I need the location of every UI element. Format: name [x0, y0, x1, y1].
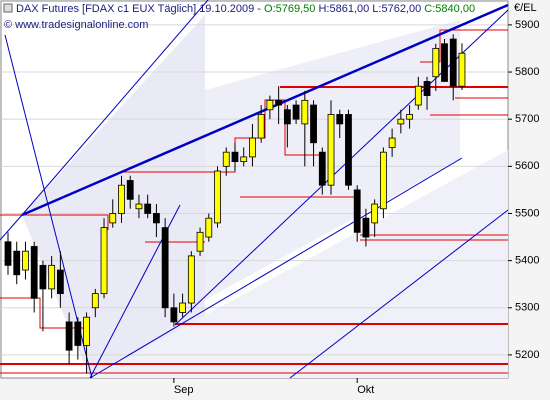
- candle-body: [65, 321, 73, 351]
- quote-open: O:5769,50: [264, 3, 315, 15]
- y-tick-label: 5500: [515, 207, 539, 219]
- candle-body: [336, 114, 344, 125]
- candle-body: [362, 217, 370, 238]
- chart-title: DAX Futures [FDAX c1 EUX Täglich] 19.10.…: [16, 3, 475, 15]
- candle-body: [161, 227, 169, 309]
- candle-body: [222, 151, 230, 167]
- quote-close: C:5840,00: [424, 3, 475, 15]
- candle-body: [406, 114, 413, 120]
- quote-low: L:5762,00: [372, 3, 421, 15]
- y-axis-label: €/EL: [514, 2, 537, 14]
- candle-body: [327, 114, 335, 186]
- candle-body: [196, 231, 204, 252]
- watermark: © www.tradesignalonline.com: [4, 19, 148, 31]
- x-tick-label: Okt: [357, 384, 374, 396]
- candle-body: [118, 184, 125, 214]
- candle-body: [231, 151, 239, 163]
- candle-body: [458, 52, 466, 87]
- candle-body: [30, 246, 38, 299]
- candle-body: [4, 241, 12, 266]
- candle-body: [240, 156, 248, 163]
- y-tick-label: 5900: [515, 19, 539, 31]
- candle-body: [135, 203, 143, 210]
- title: DAX Futures [FDAX c1 EUX Täglich] 19.10.…: [16, 3, 261, 15]
- candle-body: [153, 213, 160, 224]
- y-tick-label: 5400: [515, 255, 539, 267]
- candle-body: [397, 118, 405, 125]
- candle-body: [257, 114, 265, 139]
- header-icon: [3, 3, 13, 13]
- candle-body: [56, 269, 64, 295]
- y-tick-label: 5800: [515, 66, 539, 78]
- candle-body: [100, 227, 108, 295]
- candle-body: [318, 151, 326, 186]
- candle-body: [275, 99, 283, 106]
- header: DAX Futures [FDAX c1 EUX Täglich] 19.10.…: [3, 3, 475, 31]
- trend-lines: [0, 0, 509, 379]
- candle-body: [301, 99, 309, 125]
- candle-body: [249, 137, 256, 158]
- y-tick-label: 5600: [515, 160, 539, 172]
- candles: [4, 34, 466, 374]
- candle-body: [187, 255, 195, 304]
- candle-body: [423, 81, 431, 97]
- candle-body: [388, 137, 396, 148]
- candle-body: [48, 264, 56, 290]
- y-tick-label: 5300: [515, 302, 539, 314]
- candle-body: [109, 213, 117, 224]
- candle-body: [214, 170, 221, 224]
- candle-body: [83, 316, 90, 346]
- candle-body: [283, 109, 291, 125]
- candle-body: [292, 104, 300, 120]
- x-tick-label: Sep: [174, 384, 194, 396]
- candle-body: [310, 104, 317, 144]
- candle-body: [449, 38, 457, 87]
- candle-body: [126, 180, 134, 200]
- candle-body: [345, 114, 352, 186]
- candle-body: [22, 250, 29, 271]
- candle-body: [13, 250, 21, 276]
- candle-body: [91, 293, 99, 309]
- y-tick-label: 5200: [515, 349, 539, 361]
- candle-body: [441, 43, 448, 82]
- candle-body: [205, 217, 213, 238]
- candle-body: [379, 151, 387, 210]
- candle-body: [74, 321, 82, 346]
- grid: [1, 24, 508, 356]
- candle-body: [170, 307, 178, 323]
- y-tick-label: 5700: [515, 113, 539, 125]
- candle-body: [432, 48, 440, 78]
- candle-body: [39, 264, 47, 290]
- candle-body: [266, 99, 274, 111]
- quote-high: H:5861,00: [318, 3, 369, 15]
- candle-body: [353, 189, 361, 233]
- candle-body: [179, 302, 187, 313]
- candle-body: [414, 85, 422, 106]
- candle-body: [371, 203, 379, 224]
- candle-body: [144, 203, 152, 214]
